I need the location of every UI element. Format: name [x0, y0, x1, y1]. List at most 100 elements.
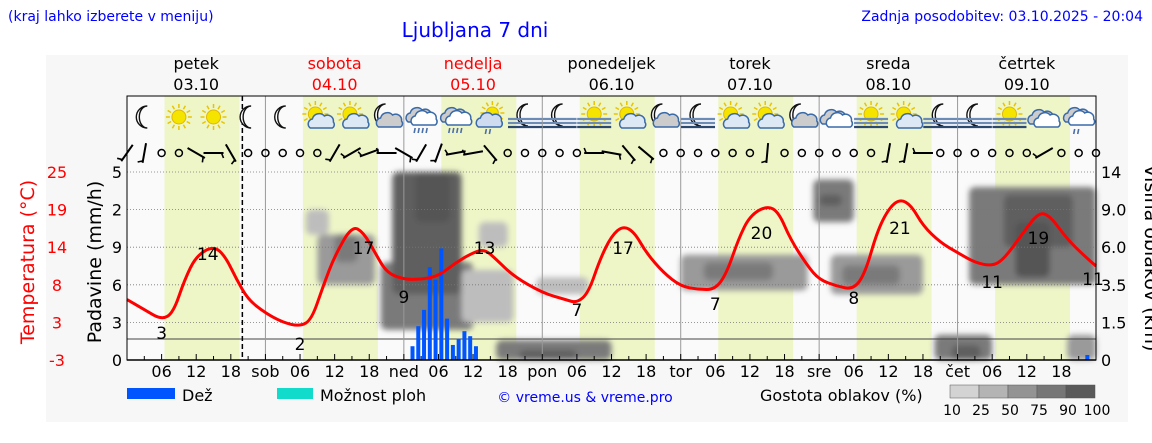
- day-name: sreda: [866, 54, 910, 73]
- wind-calm-icon: [832, 148, 841, 158]
- x-tick-label: 12: [463, 362, 483, 381]
- wind-barb-icon: [340, 147, 362, 159]
- temperature-tick-label: 25: [47, 163, 67, 182]
- temperature-max-label: 13: [474, 239, 496, 259]
- wind-barb-icon: [203, 152, 225, 159]
- cloud-density-area: [819, 194, 843, 206]
- x-tick-label: 12: [878, 362, 898, 381]
- x-tick-label: sre: [807, 362, 831, 381]
- temperature-min-label: 9: [398, 288, 409, 308]
- wind-barb-icon: [444, 149, 466, 156]
- x-tick-label: 18: [497, 362, 517, 381]
- wind-calm-icon: [797, 148, 807, 158]
- precipitation-tick-label: 5: [112, 163, 122, 182]
- day-date: 04.10: [312, 75, 358, 94]
- cloud-density-area: [951, 344, 981, 360]
- precipitation-bar: [439, 248, 444, 360]
- sun-cloud-icon: [890, 101, 924, 129]
- wind-barb-icon: [637, 145, 655, 164]
- x-tick-label: sob: [251, 362, 279, 381]
- wind-calm-icon: [866, 148, 876, 158]
- x-tick-label: čet: [945, 362, 970, 381]
- page-title: Ljubljana 7 dni: [402, 18, 549, 42]
- wind-barb-icon: [430, 143, 443, 163]
- precipitation-bar: [445, 318, 450, 360]
- wind-barb-icon: [411, 143, 428, 163]
- temperature-min-label: 11: [1082, 270, 1104, 290]
- wind-calm-icon: [1057, 148, 1066, 158]
- precipitation-bar: [1085, 354, 1090, 360]
- temperature-line: [126, 199, 1097, 327]
- x-tick-label: 06: [705, 362, 725, 381]
- precipitation-tick-label: 6: [112, 276, 122, 295]
- x-tick-label: 12: [1017, 362, 1037, 381]
- sun-fog-icon: [577, 101, 612, 129]
- precipitation-bar: [473, 346, 478, 360]
- location-hint-link[interactable]: (kraj lahko izberete v meniju): [8, 9, 214, 25]
- moon-cloud-icon: [789, 103, 819, 128]
- rain-icon: [439, 106, 473, 134]
- x-tick-label: 06: [428, 362, 448, 381]
- precipitation-bar: [468, 336, 473, 360]
- moon-fog-icon: [957, 103, 992, 129]
- moon-fog-icon: [507, 103, 542, 129]
- precipitation-bar: [410, 346, 415, 360]
- day-date: 06.10: [589, 75, 635, 94]
- sun-cloud-icon: [302, 101, 336, 129]
- day-name: ponedeljek: [568, 54, 657, 73]
- density-swatch: [949, 384, 980, 399]
- wind-barb-icon: [898, 142, 909, 164]
- cloud-height-tick-label: 0: [1101, 351, 1111, 370]
- wind-calm-icon: [936, 148, 945, 158]
- temperature-max-label: 20: [751, 224, 773, 244]
- daylight-band: [579, 96, 655, 360]
- moon-fog-icon: [923, 103, 958, 129]
- density-step-label: 75: [1030, 403, 1048, 419]
- temperature-min-label: 8: [848, 289, 859, 309]
- moon-cloud-icon: [373, 103, 404, 128]
- day-date: 07.10: [727, 75, 773, 94]
- legend-cloud-density-label: Gostota oblakov (%): [760, 386, 923, 405]
- x-tick-label: 06: [151, 362, 171, 381]
- wind-calm-icon: [953, 148, 962, 158]
- cloud-density-area: [842, 265, 900, 285]
- wind-calm-icon: [538, 148, 547, 158]
- x-tick-label: 12: [324, 362, 344, 381]
- daylight-band: [856, 96, 932, 360]
- temperature-max-label: 14: [197, 245, 219, 265]
- moon-icon: [239, 105, 252, 129]
- x-tick-label: pon: [527, 362, 557, 381]
- wind-calm-icon: [693, 148, 703, 158]
- legend-rain-label: Dež: [182, 386, 213, 405]
- cloud-density-area: [703, 262, 773, 281]
- wind-barb-icon: [1032, 147, 1054, 159]
- wind-calm-icon: [174, 148, 184, 158]
- last-updated: Zadnja posodobitev: 03.10.2025 - 20:04: [861, 9, 1143, 25]
- density-step-label: 10: [943, 403, 961, 419]
- temperature-min-label: 7: [571, 301, 582, 321]
- wind-barb-icon: [394, 147, 414, 163]
- temperature-max-label: 21: [889, 219, 911, 239]
- density-swatch: [1036, 384, 1067, 399]
- x-tick-label: 06: [290, 362, 310, 381]
- temperature-max-label: 17: [612, 239, 634, 259]
- x-tick-label: ned: [389, 362, 419, 381]
- cloud-density-area: [1067, 334, 1096, 360]
- wind-barb-icon: [881, 142, 892, 164]
- day-name: petek: [174, 54, 220, 73]
- cloud-height-tick-label: 9.0: [1101, 201, 1126, 220]
- credit-link[interactable]: © vreme.us & vreme.pro: [497, 390, 672, 406]
- wind-calm-icon: [1005, 148, 1014, 158]
- precipitation-bar: [456, 338, 461, 360]
- temperature-tick-label: 19: [47, 201, 67, 220]
- legend-showers-swatch: [277, 388, 313, 399]
- cloud-icon: [819, 108, 854, 128]
- day-name: sobota: [308, 54, 362, 73]
- cloud-density-area: [536, 277, 589, 295]
- wind-calm-icon: [520, 148, 530, 158]
- cloud-density-area: [415, 172, 450, 223]
- cloud-density-area: [478, 222, 508, 248]
- wind-barb-icon: [325, 143, 341, 163]
- day-date: 09.10: [1004, 75, 1050, 94]
